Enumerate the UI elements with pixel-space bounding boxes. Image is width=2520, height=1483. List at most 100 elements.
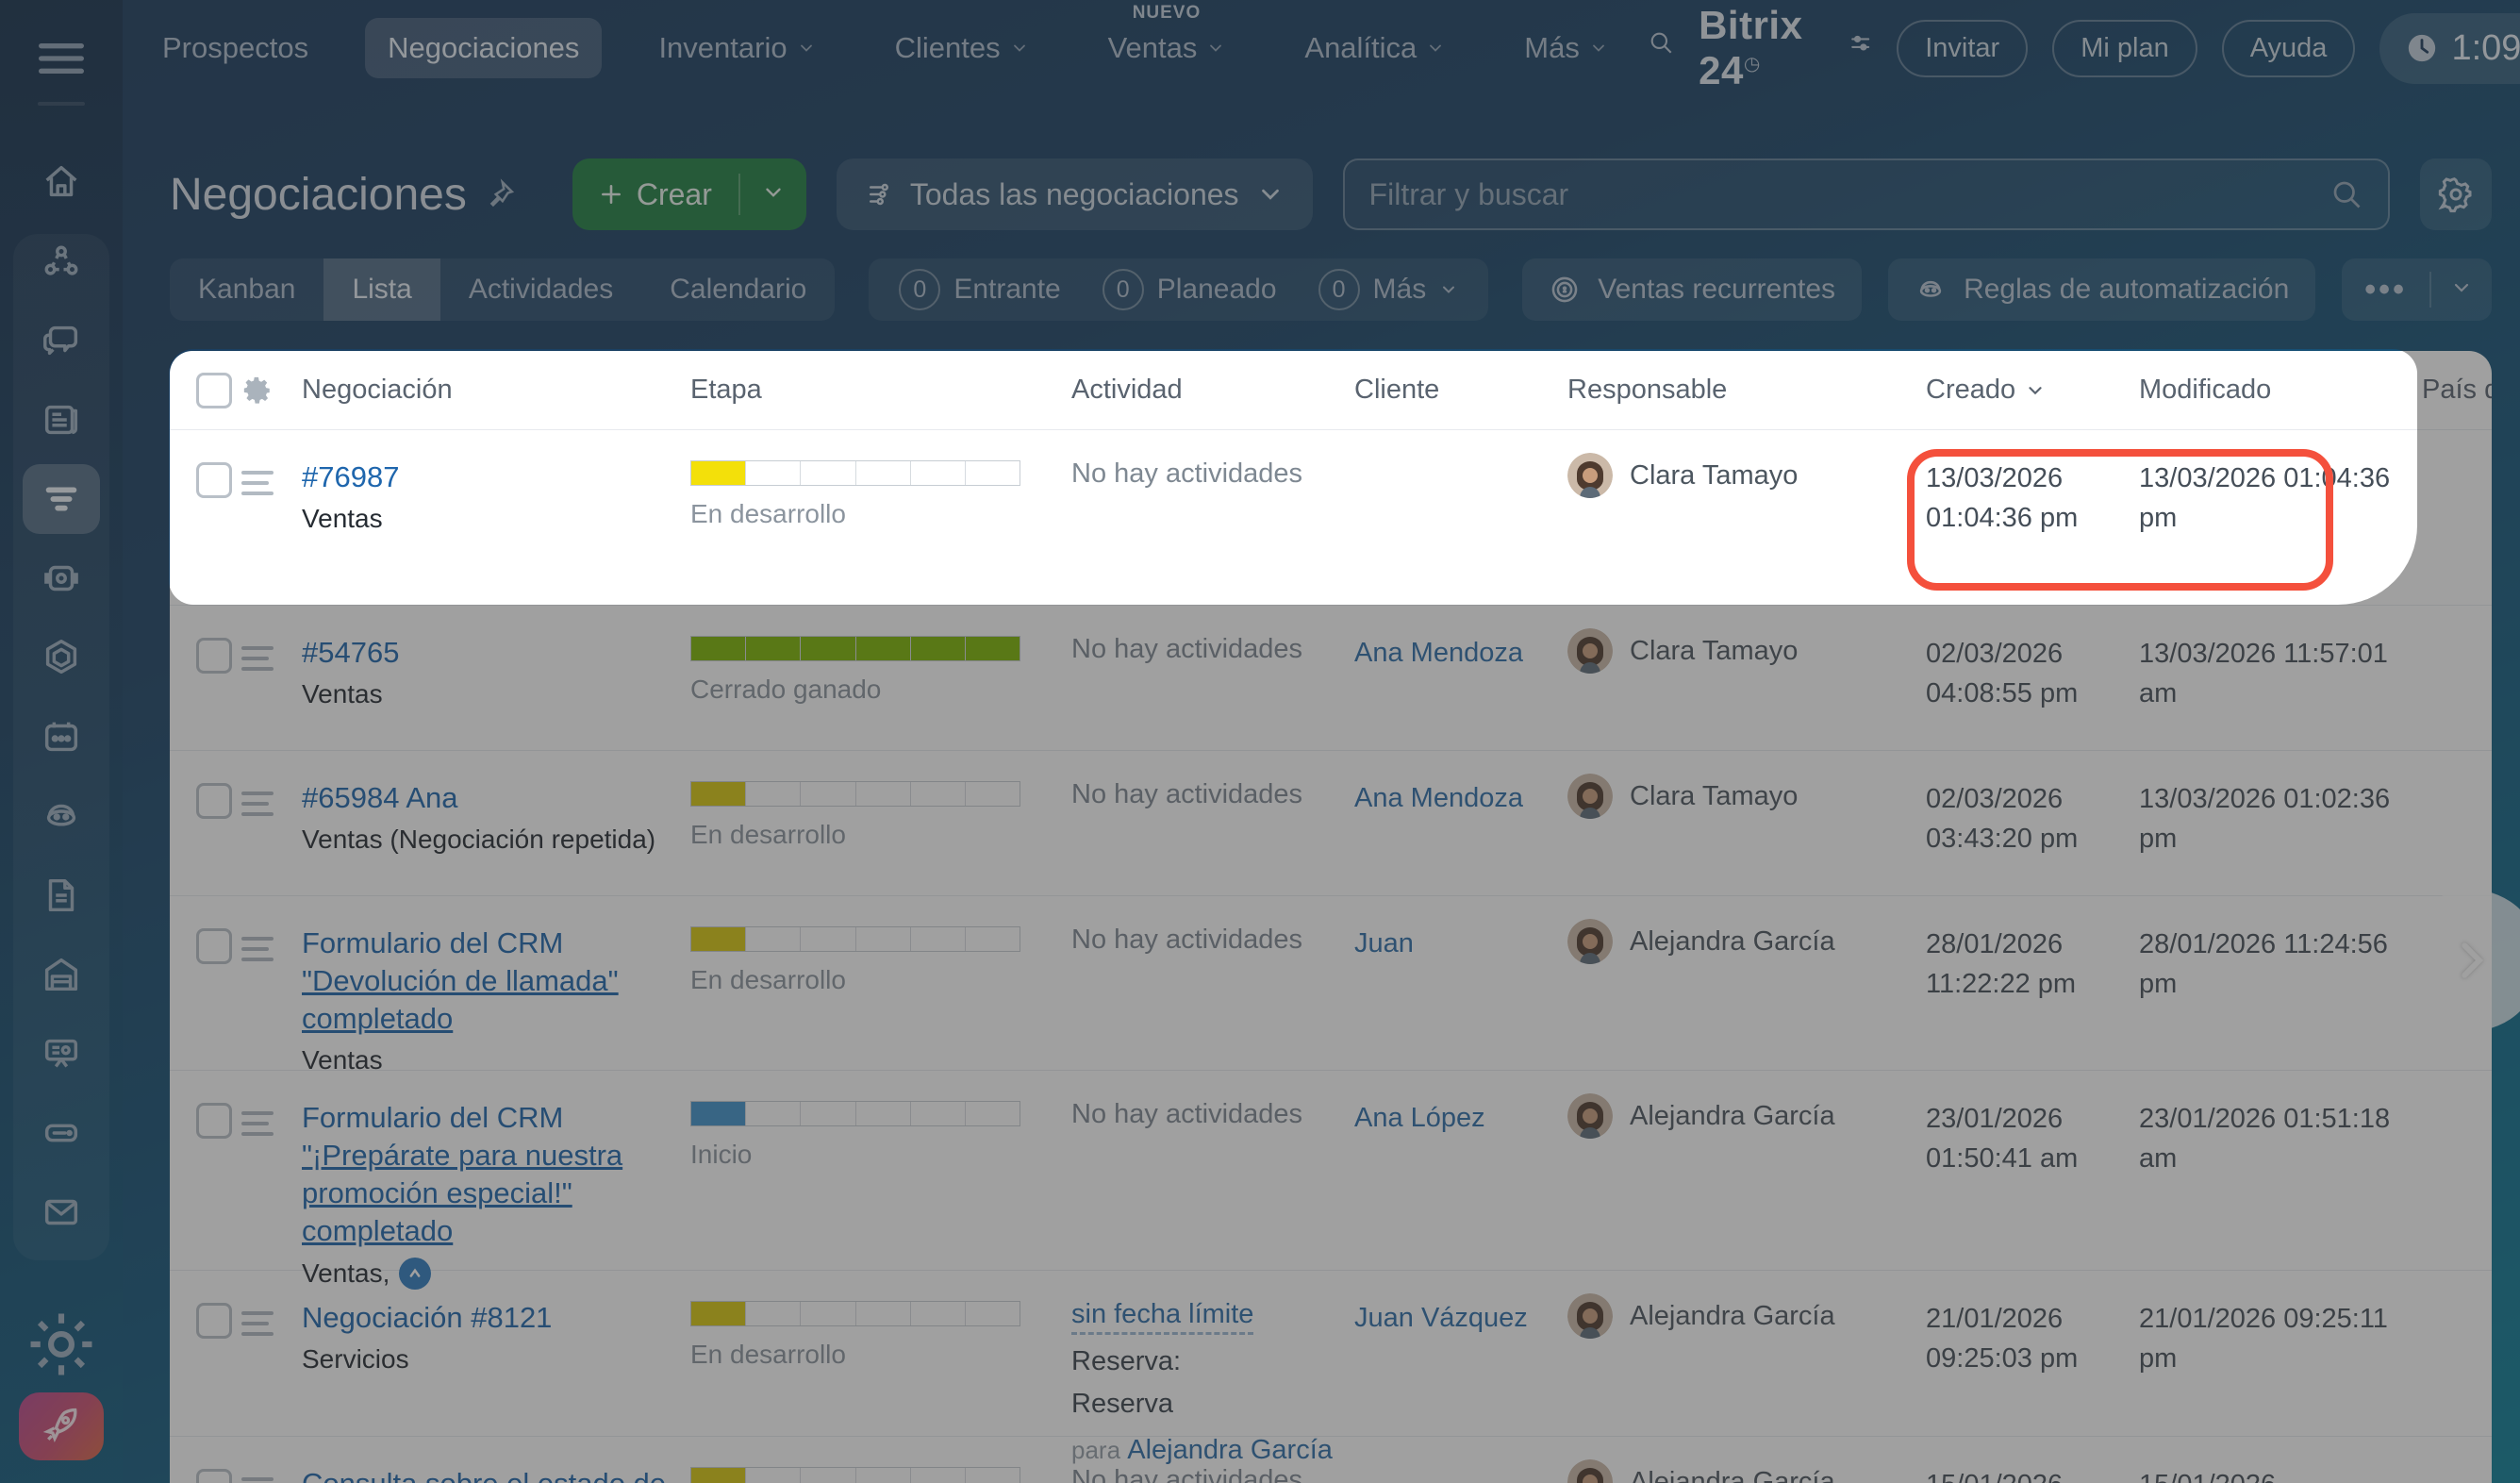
more-dots-button[interactable]: •••	[2364, 271, 2407, 308]
sidebar-item-network[interactable]	[23, 226, 100, 296]
view-tab-calendario[interactable]: Calendario	[670, 274, 807, 305]
invitar-button[interactable]: Invitar	[1897, 19, 2029, 77]
create-dropdown-arrow[interactable]	[740, 180, 806, 209]
table-row-4[interactable]: Formulario del CRM "Devolución de llamada…	[170, 896, 2492, 1075]
sidebar-item-calendar[interactable]	[23, 702, 100, 772]
client-link[interactable]: Juan Vázquez	[1354, 1303, 1528, 1333]
header-created-sort[interactable]: Creado	[1898, 375, 2111, 406]
deal-title-link[interactable]: Negociación #8121	[302, 1301, 553, 1334]
nav-item-inventario[interactable]: Inventario	[636, 18, 837, 78]
row-drag-handle-icon[interactable]	[241, 1477, 274, 1483]
row-checkbox[interactable]	[196, 462, 232, 498]
stage-progress-bar[interactable]	[690, 926, 1020, 952]
pin-icon[interactable]	[484, 178, 516, 210]
client-link[interactable]: Ana Mendoza	[1354, 783, 1523, 813]
responsible-name[interactable]: Alejandra García	[1630, 1301, 1835, 1331]
sidebar-item-robot[interactable]	[23, 781, 100, 851]
deal-title-link[interactable]: #54765	[302, 636, 400, 669]
client-link[interactable]: Ana Mendoza	[1354, 638, 1523, 668]
row-drag-handle-icon[interactable]	[241, 471, 274, 495]
sidebar-item-drive[interactable]	[23, 1098, 100, 1168]
table-row-7[interactable]: Consulta sobre el estado de No hay activi…	[170, 1437, 2492, 1483]
stage-progress-bar[interactable]	[690, 460, 1020, 486]
sidebar-item-mail[interactable]	[23, 1177, 100, 1247]
sidebar-item-crm-funnel[interactable]	[23, 464, 100, 534]
row-drag-handle-icon[interactable]	[241, 791, 274, 816]
search-input[interactable]	[1368, 176, 2329, 212]
nav-item-ventas[interactable]: NUEVO Ventas	[1086, 3, 1249, 78]
deal-title-link[interactable]: Formulario del CRM "¡Prepárate para nuest…	[302, 1101, 623, 1247]
sidebar-item-home[interactable]	[23, 147, 100, 217]
view-tab-kanban[interactable]: Kanban	[198, 274, 296, 305]
sidebar-item-whiteboard[interactable]	[23, 1019, 100, 1089]
filter-preset-select[interactable]: Todas las negociaciones	[836, 158, 1313, 230]
mi-plan-button[interactable]: Mi plan	[2052, 19, 2197, 77]
ventas-recurrentes-button[interactable]: Ventas recurrentes	[1522, 258, 1863, 321]
table-row-1[interactable]: #76987 Ventas En desarrollo No hay activida…	[170, 430, 2492, 606]
responsible-name[interactable]: Alejandra García	[1630, 926, 1835, 957]
stage-progress-bar[interactable]	[690, 1301, 1020, 1326]
responsible-name[interactable]: Clara Tamayo	[1630, 460, 1799, 491]
view-tab-lista[interactable]: Lista	[323, 258, 440, 321]
row-checkbox[interactable]	[196, 783, 232, 819]
header-stage[interactable]: Etapa	[690, 375, 762, 405]
reglas-de-automatización-button[interactable]: Reglas de automatización	[1888, 258, 2316, 321]
row-checkbox[interactable]	[196, 928, 232, 964]
nav-item-más[interactable]: Más	[1501, 18, 1631, 78]
scroll-right-button[interactable]	[2400, 890, 2520, 1031]
ayuda-button[interactable]: Ayuda	[2221, 19, 2356, 77]
sidebar-item-chat[interactable]	[23, 306, 100, 375]
stage-progress-bar[interactable]	[690, 781, 1020, 807]
deal-title-link[interactable]: #76987	[302, 460, 400, 493]
table-row-2[interactable]: #54765 Ventas Cerrado ganado No hay activid…	[170, 606, 2492, 751]
columns-gear-icon[interactable]	[241, 375, 274, 407]
header-client[interactable]: Cliente	[1354, 375, 1440, 405]
stage-progress-bar[interactable]	[690, 1101, 1020, 1126]
sidebar-item-video[interactable]	[23, 543, 100, 613]
row-drag-handle-icon[interactable]	[241, 1311, 274, 1336]
rocket-button[interactable]	[19, 1392, 104, 1460]
table-row-3[interactable]: #65984 Ana Ventas (Negociación repetida) E…	[170, 751, 2492, 896]
header-country[interactable]: País d	[2422, 375, 2492, 405]
nav-item-analítica[interactable]: Analítica	[1282, 18, 1467, 78]
sliders-icon[interactable]	[1849, 31, 1872, 65]
nav-item-negociaciones[interactable]: Negociaciones	[365, 18, 603, 78]
create-button[interactable]: Crear	[572, 158, 806, 230]
menu-icon[interactable]	[31, 28, 91, 75]
responsible-name[interactable]: Alejandra García	[1630, 1101, 1835, 1131]
row-checkbox[interactable]	[196, 638, 232, 674]
table-row-5[interactable]: Formulario del CRM "¡Prepárate para nuest…	[170, 1071, 2492, 1290]
select-all-checkbox[interactable]	[196, 372, 232, 408]
deal-title-link[interactable]: Formulario del CRM "Devolución de llamada…	[302, 926, 619, 1035]
search-icon[interactable]	[1648, 29, 1674, 67]
more-dropdown-arrow[interactable]	[2431, 276, 2492, 304]
header-responsible[interactable]: Responsable	[1567, 375, 1728, 405]
stage-progress-bar[interactable]	[690, 1467, 1020, 1483]
table-row-6[interactable]: Negociación #8121 Servicios En desarrollo s…	[170, 1271, 2492, 1465]
row-checkbox[interactable]	[196, 1303, 232, 1339]
header-activity[interactable]: Actividad	[1071, 375, 1183, 405]
counter-entrante[interactable]: 0 Entrante	[882, 269, 1077, 310]
nav-item-prospectos[interactable]: Prospectos	[162, 31, 309, 64]
responsible-name[interactable]: Clara Tamayo	[1630, 636, 1799, 666]
header-deal[interactable]: Negociación	[302, 375, 453, 405]
sidebar-item-feed[interactable]	[23, 385, 100, 455]
sidebar-item-market[interactable]	[23, 940, 100, 1009]
clock-widget[interactable]: 1:09 PM	[2379, 12, 2520, 84]
row-drag-handle-icon[interactable]	[241, 646, 274, 671]
stage-progress-bar[interactable]	[690, 636, 1020, 661]
client-link[interactable]: Juan	[1354, 928, 1414, 958]
nav-item-clientes[interactable]: Clientes	[872, 18, 1052, 78]
row-drag-handle-icon[interactable]	[241, 1111, 274, 1136]
counter-planeado[interactable]: 0 Planeado	[1086, 269, 1294, 310]
bitrix24-logo[interactable]: Bitrix 24◷	[1699, 3, 1803, 92]
client-link[interactable]: Ana López	[1354, 1103, 1485, 1133]
settings-gear-icon[interactable]	[23, 1309, 100, 1379]
responsible-name[interactable]: Clara Tamayo	[1630, 781, 1799, 811]
list-settings-button[interactable]	[2420, 158, 2492, 230]
activity-deadline-link[interactable]: sin fecha límite	[1071, 1299, 1254, 1335]
row-checkbox[interactable]	[196, 1103, 232, 1139]
row-checkbox[interactable]	[196, 1469, 232, 1483]
sidebar-item-document[interactable]	[23, 860, 100, 930]
counter-más[interactable]: 0 Más	[1301, 269, 1476, 310]
